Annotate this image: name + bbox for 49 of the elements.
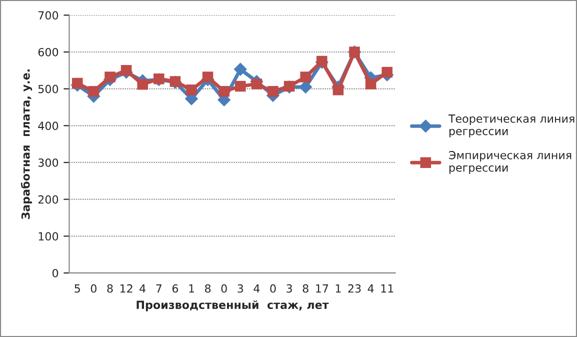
x-tick-label: 7 (156, 284, 162, 293)
x-tick-label: 12 (120, 284, 132, 293)
x-tick-label: 8 (107, 284, 113, 293)
x-axis-title: Производственный стаж, лет (136, 300, 329, 312)
x-tick-label: 3 (238, 284, 244, 293)
y-tick-label: 0 (52, 268, 58, 278)
x-tick-label: 5 (74, 284, 80, 293)
point (104, 72, 116, 82)
x-tick-label: 23 (348, 284, 361, 293)
point (235, 80, 246, 92)
point (251, 78, 262, 90)
x-tick-label: 1 (189, 284, 194, 293)
x-tick-label: 6 (172, 284, 178, 293)
x-tick-label: 0 (221, 284, 227, 293)
point (382, 66, 392, 78)
point (72, 78, 83, 89)
x-tick-label: 0 (270, 284, 276, 293)
point (137, 79, 148, 90)
point (299, 80, 312, 94)
x-tick-label: 4 (368, 284, 374, 293)
legend-label: Теоретическая линия регрессии (448, 114, 574, 138)
x-tick-label: 8 (205, 284, 211, 293)
y-tick-label: 600 (38, 48, 58, 56)
point (88, 86, 100, 97)
y-tick-label: 500 (38, 84, 58, 94)
point (186, 84, 197, 96)
y-axis-title: Заработная плата, у.е. (20, 70, 32, 219)
x-tick-label: 17 (316, 284, 328, 293)
point (234, 62, 247, 76)
x-tick-label: 8 (302, 284, 308, 293)
y-tick-label: 400 (38, 122, 58, 130)
point (268, 86, 278, 97)
x-tick-label: 4 (140, 284, 146, 293)
x-tick-label: 11 (381, 284, 394, 293)
legend-label: Эмпирическая линия регрессии (449, 150, 572, 174)
point (300, 72, 311, 82)
y-tick-label: 200 (38, 195, 58, 204)
point (202, 72, 214, 82)
x-tick-label: 4 (254, 284, 260, 293)
x-tick-label: 1 (336, 284, 341, 293)
point (365, 78, 376, 90)
x-tick-label: 0 (90, 284, 96, 293)
y-tick-label: 100 (38, 232, 58, 241)
point (218, 86, 230, 97)
y-tick-label: 700 (38, 11, 58, 20)
x-tick-label: 3 (286, 284, 292, 293)
y-tick-label: 300 (38, 158, 58, 167)
point (120, 65, 132, 76)
point (332, 84, 344, 96)
